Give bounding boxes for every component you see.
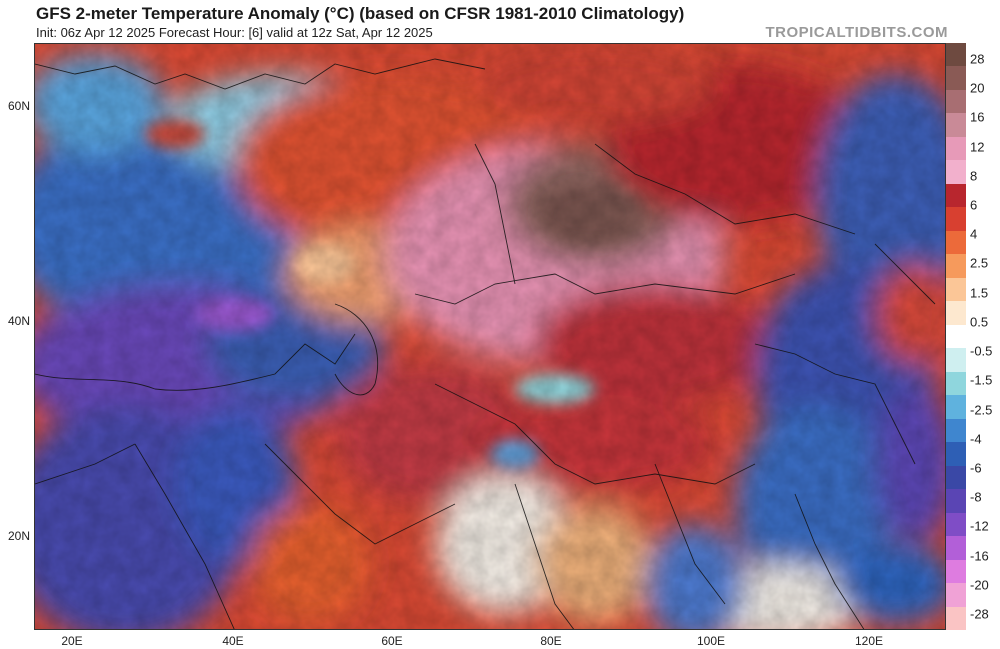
colorbar-segment [946,583,966,607]
colorbar-segment [946,348,966,373]
colorbar-segment [946,160,966,185]
colorbar-segment [946,113,966,138]
colorbar-label: -0.5 [970,343,993,359]
colorbar-segment [946,207,966,232]
colorbar-segment [946,43,966,67]
lat-label-40n: 40N [7,314,30,328]
colorbar-label: -1.5 [970,372,993,388]
lon-label-40e: 40E [222,634,244,648]
colorbar-label: -20 [970,577,989,593]
colorbar-segment [946,395,966,420]
colorbar-label: -8 [970,489,982,505]
colorbar-segment [946,559,966,584]
colorbar-segment [946,512,966,537]
map-canvas [35,44,945,629]
temperature-anomaly-map[interactable] [34,43,946,630]
colorbar-segment [946,136,966,161]
colorbar-segment [946,324,966,349]
colorbar-label: 0.5 [970,314,989,330]
lat-label-60n: 60N [7,99,30,113]
lon-label-80e: 80E [540,634,562,648]
colorbar-segment [946,371,966,396]
colorbar-segment [946,418,966,443]
colorbar-label: -28 [970,606,989,622]
colorbar-segment [946,301,966,326]
colorbar-segment [946,536,966,561]
colorbar-segment [946,606,966,631]
colorbar-label: -2.5 [970,402,993,418]
colorbar-label: -12 [970,518,989,534]
colorbar-label: -4 [970,431,982,447]
lon-label-120e: 120E [854,634,884,648]
colorbar-label: 8 [970,168,978,184]
brand-watermark: TROPICALTIDBITS.COM [765,24,948,41]
colorbar-label: 12 [970,139,985,155]
colorbar-label: 20 [970,80,985,96]
colorbar-label: -6 [970,460,982,476]
lon-label-20e: 20E [61,634,83,648]
colorbar-label: 28 [970,51,985,67]
colorbar-segment [946,89,966,114]
colorbar-label: -16 [970,548,989,564]
colorbar-segment [946,489,966,514]
lon-label-60e: 60E [381,634,403,648]
lon-label-100e: 100E [696,634,726,648]
colorbar-label: 1.5 [970,285,989,301]
colorbar-segment [946,183,966,208]
forecast-info: Init: 06z Apr 12 2025 Forecast Hour: [6]… [36,25,433,40]
colorbar-segment [946,230,966,255]
colorbar-label: 2.5 [970,255,989,271]
lat-label-20n: 20N [7,529,30,543]
colorbar-segment [946,465,966,490]
map-title: GFS 2-meter Temperature Anomaly (°C) (ba… [36,4,685,23]
colorbar-label: 4 [970,226,978,242]
colorbar-segment [946,442,966,467]
colorbar-segment [946,277,966,302]
colorbar-segment [946,254,966,279]
colorbar-label: 16 [970,109,985,125]
colorbar [946,43,966,631]
colorbar-label: 6 [970,197,978,213]
colorbar-segment [946,66,966,91]
